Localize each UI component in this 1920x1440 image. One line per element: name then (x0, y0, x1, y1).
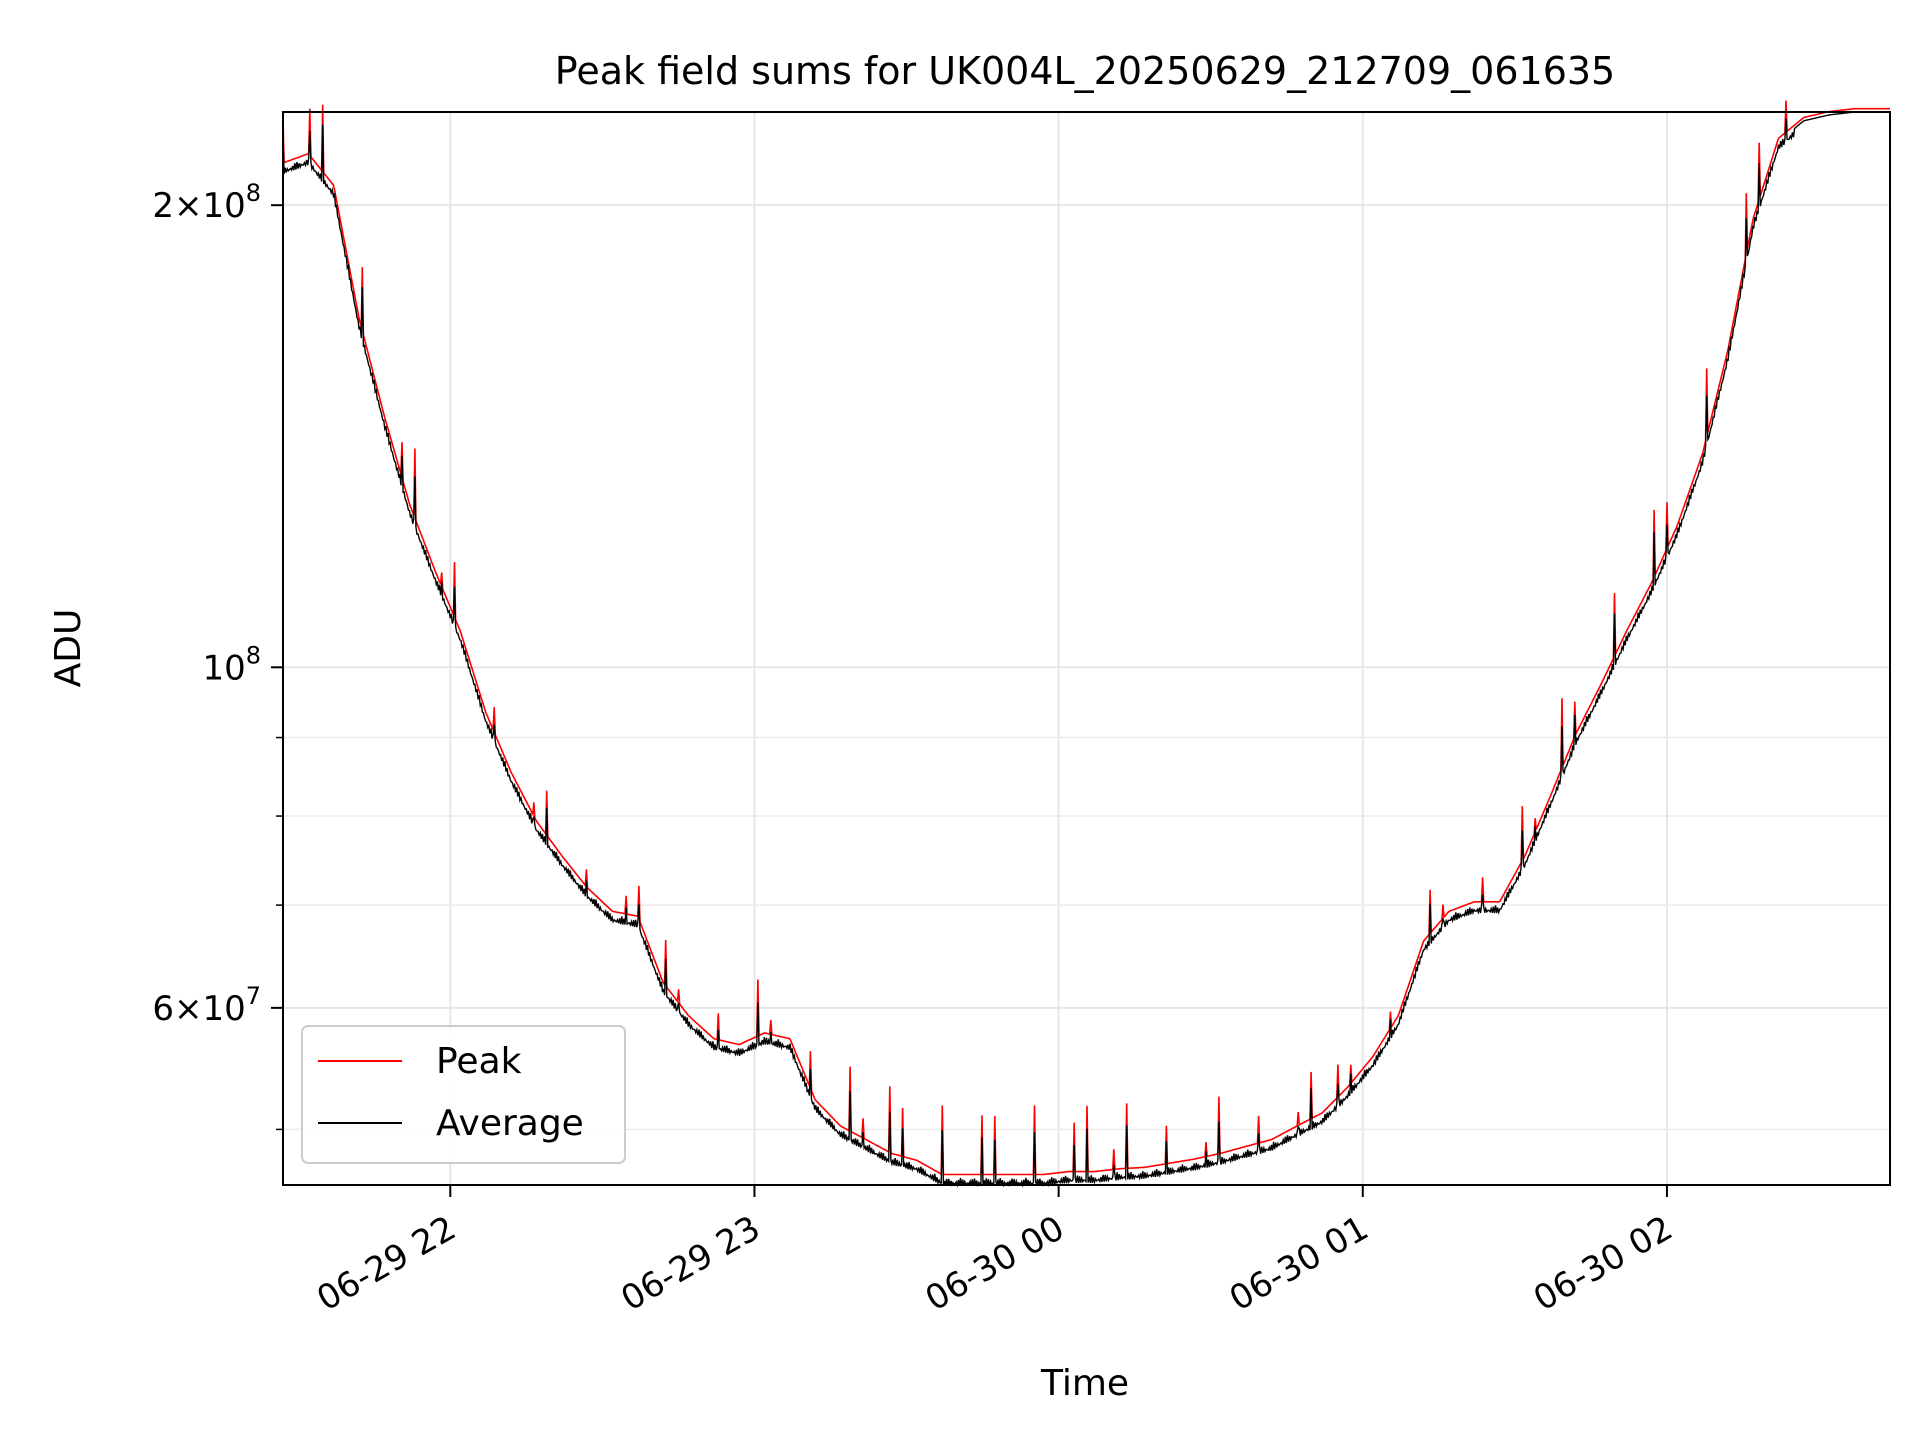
series-line-average (282, 111, 1890, 1188)
y-axis: 2×108 108 6×107 (152, 179, 283, 1131)
plot-frame (282, 111, 1891, 1186)
legend: Peak Average (301, 1025, 626, 1164)
x-axis-label: Time (1040, 1363, 1129, 1404)
series-layer (282, 100, 1890, 1188)
legend-label-average: Average (436, 1103, 584, 1144)
y-tick-label: 6×107 (152, 982, 261, 1029)
y-tick-label: 108 (202, 641, 261, 688)
y-axis-label: ADU (48, 609, 89, 688)
y-tick-label: 2×108 (152, 179, 261, 226)
chart-title: Peak field sums for UK004L_20250629_2127… (555, 49, 1615, 93)
legend-label-peak: Peak (436, 1041, 522, 1082)
